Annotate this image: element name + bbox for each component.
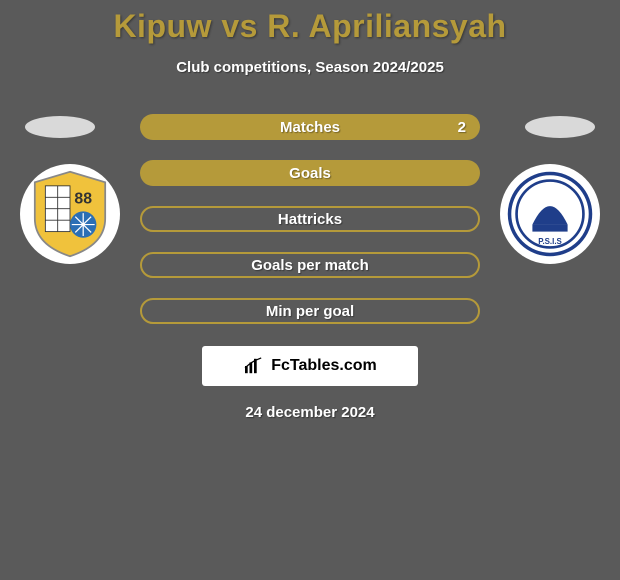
brand-attribution[interactable]: FcTables.com [202, 346, 418, 386]
stat-label: Goals per match [251, 257, 369, 274]
snapshot-date: 24 december 2024 [0, 404, 620, 421]
brand-text: FcTables.com [271, 357, 377, 375]
stats-list: Matches 2 Goals Hattricks Goals per matc… [140, 114, 480, 324]
page-title: Kipuw vs R. Apriliansyah [0, 0, 620, 45]
svg-text:P.S.I.S: P.S.I.S [538, 237, 562, 246]
player-avatar-right [525, 116, 595, 138]
page-subtitle: Club competitions, Season 2024/2025 [0, 59, 620, 76]
psis-icon: P.S.I.S [506, 170, 594, 258]
svg-text:88: 88 [74, 190, 92, 207]
bar-chart-icon [243, 357, 265, 375]
player-avatar-left [25, 116, 95, 138]
stat-row-goals: Goals [140, 160, 480, 186]
barito-putera-icon: 88 [26, 170, 114, 258]
stat-label: Goals [289, 165, 331, 182]
club-badge-left: 88 [20, 164, 120, 264]
stat-value: 2 [458, 119, 466, 136]
stat-row-min-per-goal: Min per goal [140, 298, 480, 324]
stat-label: Min per goal [266, 303, 354, 320]
stat-row-hattricks: Hattricks [140, 206, 480, 232]
stat-label: Matches [280, 119, 340, 136]
stat-label: Hattricks [278, 211, 342, 228]
club-badge-right: P.S.I.S [500, 164, 600, 264]
stat-row-matches: Matches 2 [140, 114, 480, 140]
stat-row-goals-per-match: Goals per match [140, 252, 480, 278]
